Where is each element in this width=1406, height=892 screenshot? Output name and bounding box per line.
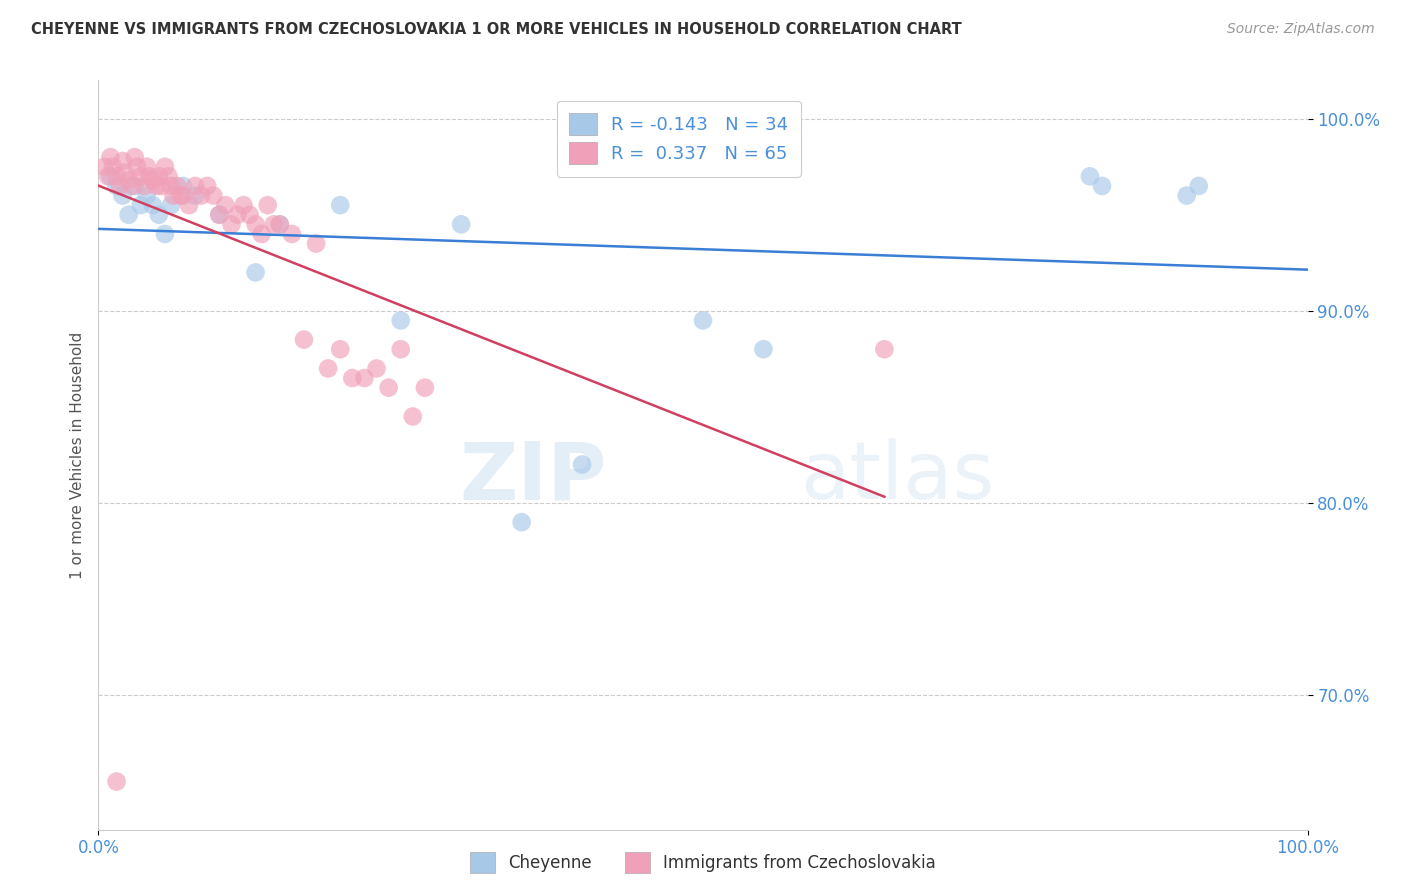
Point <box>105 178 128 193</box>
Point <box>402 409 425 424</box>
Point <box>121 178 143 193</box>
Point <box>142 173 165 187</box>
Point <box>184 188 207 202</box>
Point <box>145 178 167 193</box>
Point <box>342 371 364 385</box>
Point <box>195 178 218 193</box>
Point <box>150 178 173 193</box>
Point <box>142 198 165 212</box>
Point <box>316 361 339 376</box>
Point <box>329 198 352 212</box>
Point <box>752 343 775 357</box>
Point <box>232 198 254 212</box>
Point <box>250 227 273 241</box>
Point <box>135 160 157 174</box>
Point <box>450 218 472 232</box>
Point <box>101 160 124 174</box>
Point <box>292 333 315 347</box>
Point <box>148 169 170 184</box>
Point <box>108 178 131 193</box>
Point <box>124 178 146 193</box>
Point <box>184 178 207 193</box>
Point <box>135 188 157 202</box>
Point <box>389 313 412 327</box>
Point <box>353 371 375 385</box>
Point <box>245 265 267 279</box>
Point <box>100 150 122 164</box>
Point <box>97 169 120 184</box>
Point <box>389 343 412 357</box>
Point <box>124 150 146 164</box>
Point <box>329 343 352 357</box>
Point <box>93 160 115 174</box>
Point <box>281 227 304 241</box>
Point <box>510 515 533 529</box>
Point <box>190 188 212 202</box>
Point <box>169 188 191 202</box>
Point <box>305 236 328 251</box>
Text: atlas: atlas <box>800 438 994 516</box>
Point <box>111 153 134 168</box>
Point <box>179 198 201 212</box>
Point <box>172 178 194 193</box>
Point <box>172 188 194 202</box>
Point <box>148 208 170 222</box>
Point <box>269 218 291 232</box>
Point <box>153 227 176 241</box>
Point <box>129 169 152 184</box>
Point <box>245 218 267 232</box>
Point <box>111 188 134 202</box>
Point <box>202 188 225 202</box>
Point <box>166 178 188 193</box>
Point <box>214 198 236 212</box>
Point <box>134 178 156 193</box>
Point <box>377 381 399 395</box>
Point <box>413 381 436 395</box>
Point <box>1175 188 1198 202</box>
Point <box>226 208 249 222</box>
Point <box>118 208 141 222</box>
Point <box>157 169 180 184</box>
Point <box>105 169 128 184</box>
Legend: Cheyenne, Immigrants from Czechoslovakia: Cheyenne, Immigrants from Czechoslovakia <box>463 846 943 880</box>
Point <box>239 208 262 222</box>
Text: CHEYENNE VS IMMIGRANTS FROM CZECHOSLOVAKIA 1 OR MORE VEHICLES IN HOUSEHOLD CORRE: CHEYENNE VS IMMIGRANTS FROM CZECHOSLOVAK… <box>31 22 962 37</box>
Point <box>1091 178 1114 193</box>
Point <box>263 218 285 232</box>
Point <box>114 165 136 179</box>
Point <box>127 160 149 174</box>
Legend: R = -0.143   N = 34, R =  0.337   N = 65: R = -0.143 N = 34, R = 0.337 N = 65 <box>557 101 801 178</box>
Point <box>366 361 388 376</box>
Point <box>162 188 184 202</box>
Point <box>269 218 291 232</box>
Point <box>1078 169 1101 184</box>
Point <box>1188 178 1211 193</box>
Text: ZIP: ZIP <box>458 438 606 516</box>
Point <box>118 173 141 187</box>
Point <box>571 458 593 472</box>
Point <box>160 198 183 212</box>
Point <box>153 160 176 174</box>
Point <box>256 198 278 212</box>
Point <box>129 198 152 212</box>
Point <box>208 208 231 222</box>
Point <box>692 313 714 327</box>
Point <box>138 169 160 184</box>
Point <box>221 218 243 232</box>
Point <box>160 178 183 193</box>
Y-axis label: 1 or more Vehicles in Household: 1 or more Vehicles in Household <box>69 331 84 579</box>
Point <box>873 343 896 357</box>
Point <box>105 774 128 789</box>
Point <box>100 169 122 184</box>
Text: Source: ZipAtlas.com: Source: ZipAtlas.com <box>1227 22 1375 37</box>
Point <box>208 208 231 222</box>
